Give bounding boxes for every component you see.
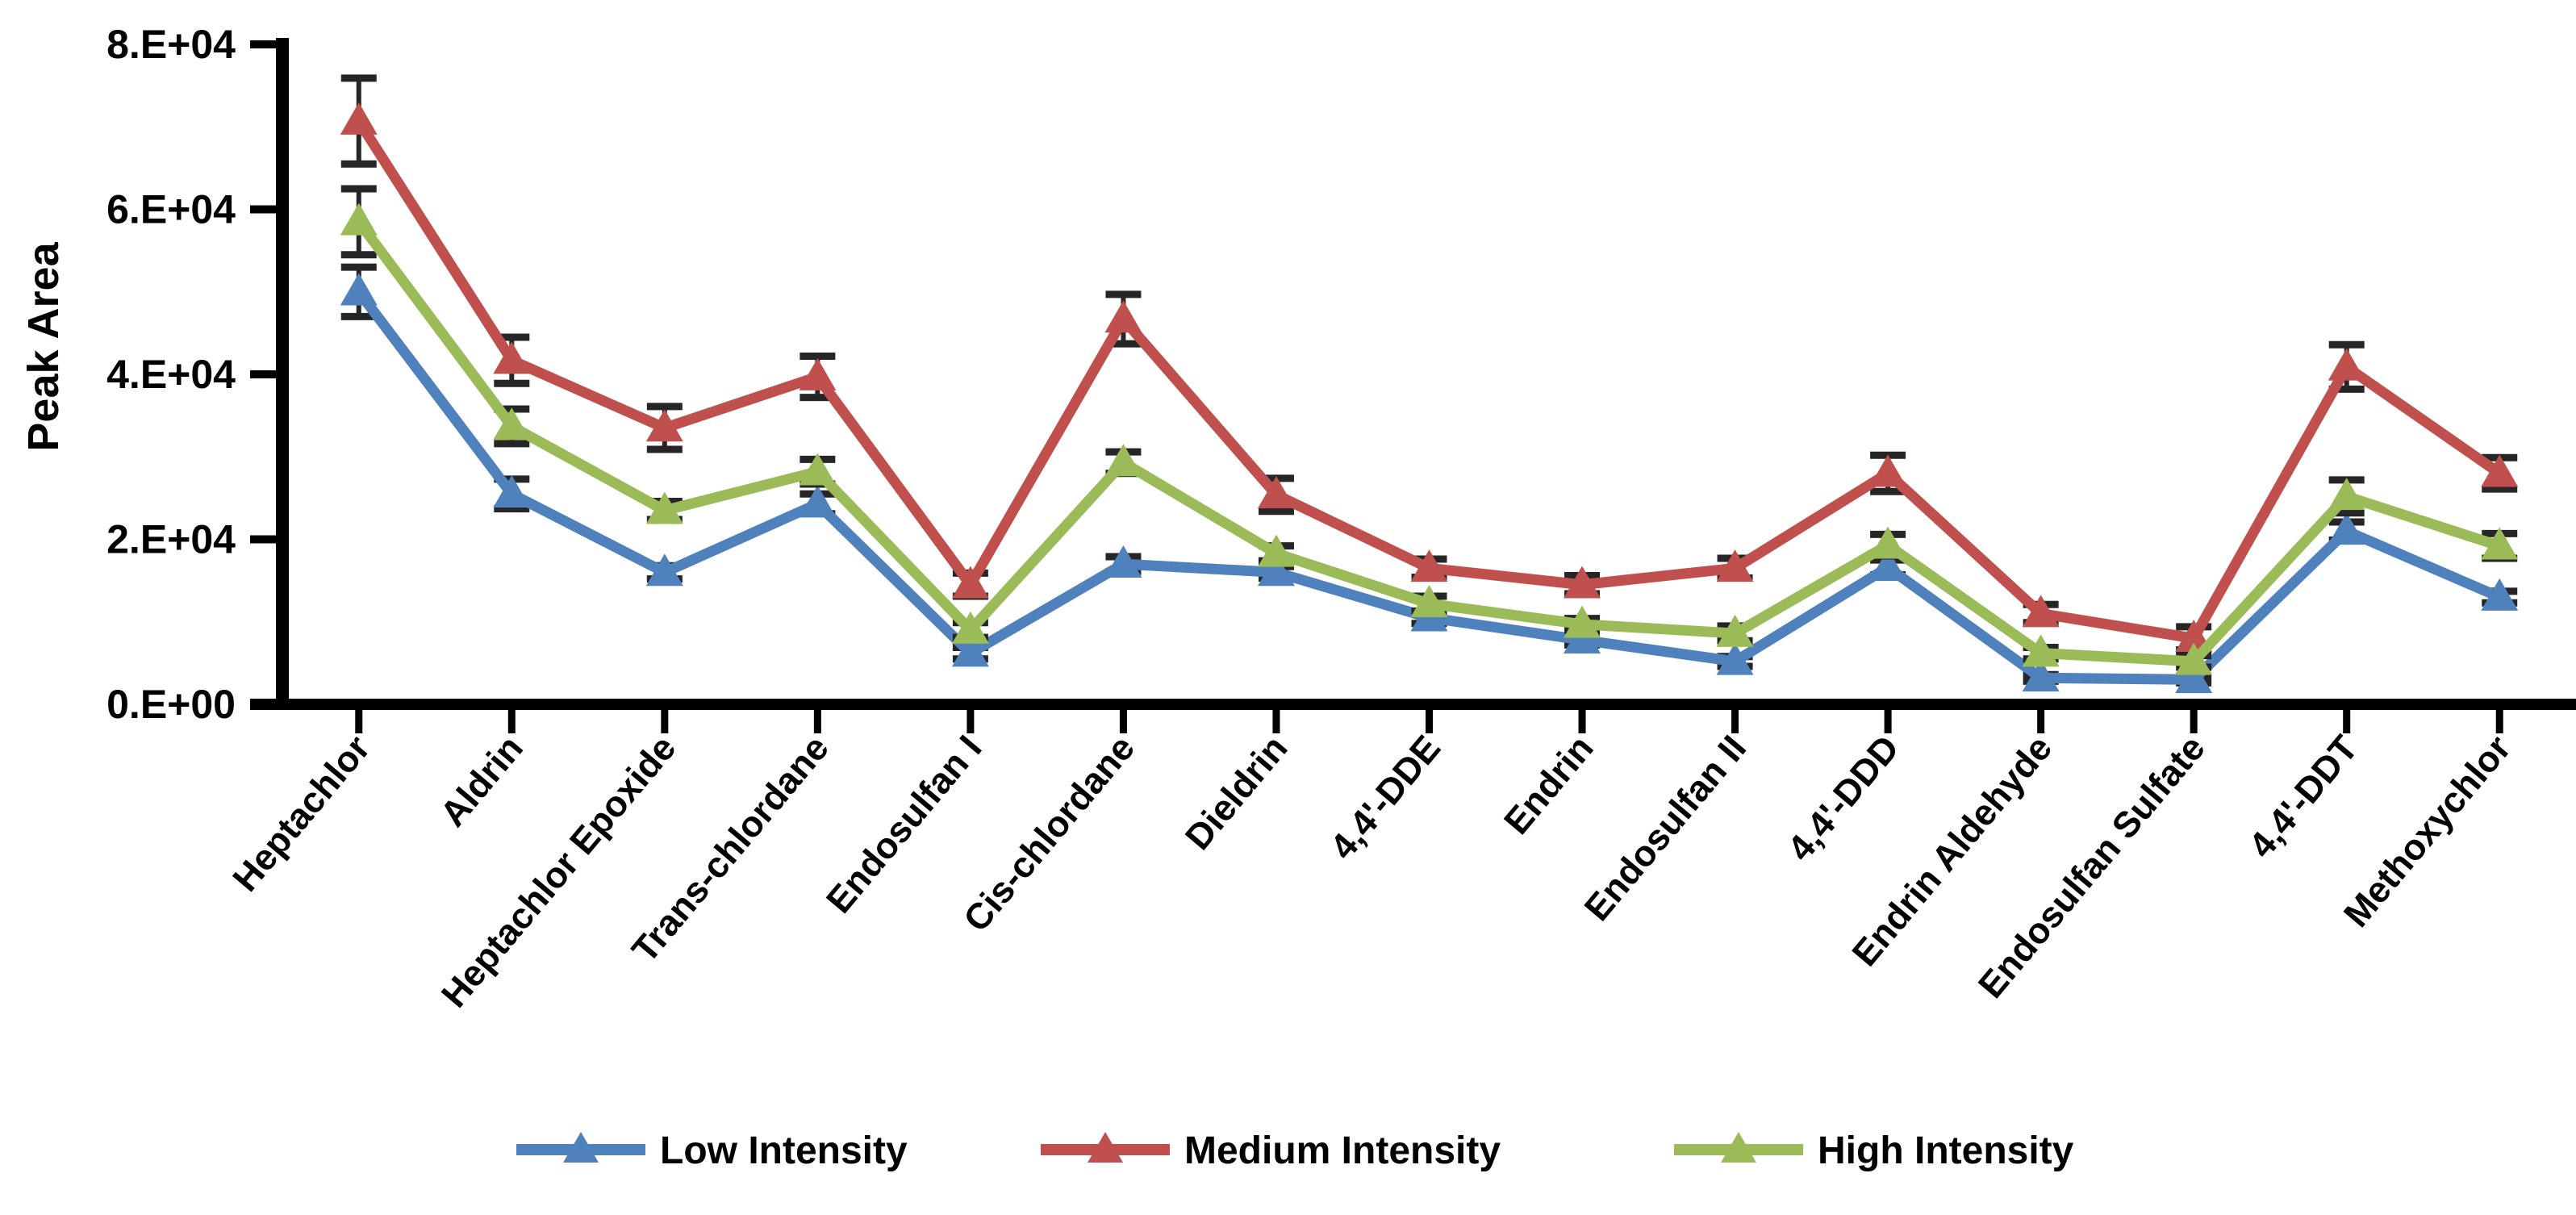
legend-item-high-intensity: High Intensity	[1674, 1129, 2074, 1172]
marker-high-intensity-4-4-ddt	[2328, 478, 2365, 511]
series-high-intensity	[340, 185, 2519, 675]
marker-high-intensity-methoxychlor	[2481, 527, 2519, 560]
marker-low-intensity-heptachlor-epoxide	[645, 553, 683, 587]
marker-medium-intensity-endrin	[1564, 566, 1601, 599]
marker-high-intensity-aldrin	[493, 407, 531, 440]
legend-label-high-intensity: High Intensity	[1818, 1129, 2074, 1172]
marker-low-intensity-cis-chlordane	[1104, 545, 1142, 578]
y-tick-label-2-e-04: 2.E+04	[106, 517, 236, 562]
marker-medium-intensity-methoxychlor	[2481, 454, 2519, 487]
marker-low-intensity-methoxychlor	[2481, 578, 2519, 611]
marker-high-intensity-4-4-dde	[1410, 585, 1448, 618]
marker-high-intensity-endosulfan-i	[951, 611, 989, 644]
legend-marker-medium-intensity	[1088, 1131, 1123, 1163]
marker-high-intensity-heptachlor-epoxide	[645, 491, 683, 524]
x-axis-label-heptachlor: Heptachlor	[224, 728, 378, 900]
marker-medium-intensity-4-4-ddt	[2328, 348, 2365, 381]
marker-low-intensity-endosulfan-i	[951, 634, 989, 667]
y-axis-title: Peak Area	[19, 241, 68, 451]
marker-medium-intensity-heptachlor-epoxide	[645, 409, 683, 442]
legend-label-low-intensity: Low Intensity	[660, 1129, 908, 1172]
x-axis-label-4-4-dde: 4,4'-DDE	[1321, 728, 1448, 867]
marker-low-intensity-heptachlor	[340, 273, 378, 306]
legend: Low Intensity Medium Intensity High Intens…	[516, 1129, 2074, 1172]
legend-item-medium-intensity: Medium Intensity	[1041, 1129, 1501, 1172]
marker-medium-intensity-endosulfan-ii	[1716, 549, 1754, 582]
x-axis-label-endosulfan-ii: Endosulfan II	[1576, 728, 1755, 929]
marker-medium-intensity-heptachlor	[340, 102, 378, 135]
marker-high-intensity-heptachlor	[340, 202, 378, 236]
x-axis-label-methoxychlor: Methoxychlor	[2336, 728, 2519, 935]
x-axis-label-dieldrin: Dieldrin	[1177, 728, 1296, 858]
marker-low-intensity-endosulfan-sulfate	[2175, 661, 2213, 694]
y-tick-label-6-e-04: 6.E+04	[106, 187, 236, 232]
marker-high-intensity-trans-chlordane	[799, 453, 837, 486]
marker-medium-intensity-trans-chlordane	[799, 357, 837, 390]
y-tick-label-8-e-04: 8.E+04	[106, 22, 236, 67]
x-axis-label-4-4-ddt: 4,4'-DDT	[2240, 728, 2365, 866]
marker-low-intensity-aldrin	[493, 475, 531, 508]
marker-high-intensity-4-4-ddd	[1869, 526, 1907, 559]
marker-medium-intensity-endrin-aldehyde	[2022, 595, 2060, 628]
marker-medium-intensity-endosulfan-i	[951, 566, 989, 599]
legend-marker-high-intensity	[1721, 1131, 1756, 1163]
marker-low-intensity-endosulfan-ii	[1716, 642, 1754, 675]
y-tick-label-0-e-00: 0.E+00	[106, 682, 236, 727]
marker-medium-intensity-cis-chlordane	[1104, 300, 1142, 333]
legend-marker-low-intensity	[563, 1131, 599, 1163]
x-axis-label-endosulfan-i: Endosulfan I	[818, 728, 990, 921]
axes	[250, 38, 2576, 733]
legend-label-medium-intensity: Medium Intensity	[1184, 1129, 1501, 1172]
x-axis-label-4-4-ddd: 4,4'-DDD	[1779, 728, 1906, 869]
marker-low-intensity-dieldrin	[1257, 553, 1295, 587]
marker-medium-intensity-dieldrin	[1257, 476, 1295, 509]
marker-high-intensity-endrin	[1564, 605, 1601, 638]
marker-low-intensity-trans-chlordane	[799, 485, 837, 518]
series-low-intensity	[340, 263, 2519, 694]
legend-item-low-intensity: Low Intensity	[516, 1129, 908, 1172]
marker-low-intensity-endrin-aldehyde	[2022, 659, 2060, 692]
plot-area	[340, 74, 2519, 694]
x-axis-label-endrin: Endrin	[1496, 728, 1601, 842]
x-axis-label-aldrin: Aldrin	[432, 728, 531, 834]
marker-high-intensity-cis-chlordane	[1104, 444, 1142, 477]
y-tick-label-4-e-04: 4.E+04	[106, 352, 236, 397]
marker-high-intensity-endosulfan-ii	[1716, 614, 1754, 647]
marker-low-intensity-4-4-ddd	[1869, 549, 1907, 582]
marker-medium-intensity-4-4-dde	[1410, 549, 1448, 582]
marker-high-intensity-endrin-aldehyde	[2022, 634, 2060, 667]
marker-low-intensity-4-4-ddt	[2328, 512, 2365, 545]
marker-high-intensity-endosulfan-sulfate	[2175, 642, 2213, 675]
marker-medium-intensity-aldrin	[493, 341, 531, 374]
y-axis-tick-labels: 0.E+00 2.E+04 4.E+04 6.E+04 8.E+04	[106, 22, 236, 727]
marker-high-intensity-dieldrin	[1257, 534, 1295, 567]
series-medium-intensity	[340, 74, 2519, 654]
marker-medium-intensity-4-4-ddd	[1869, 454, 1907, 487]
